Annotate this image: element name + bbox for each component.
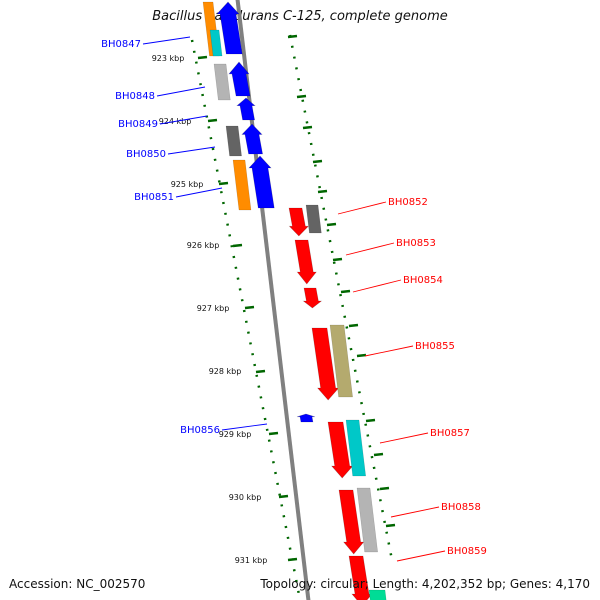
gene-label-reverse: BH0855	[415, 341, 455, 352]
grey-feature	[356, 487, 378, 553]
kbp-tick-label: 929 kbp	[219, 430, 252, 439]
right-tick-mark	[287, 34, 298, 39]
forward-gene-arrow	[236, 97, 256, 121]
dark-grey-feature	[305, 204, 322, 234]
kbp-tick-mark	[207, 118, 218, 123]
gene-label-forward: BH0856	[180, 425, 220, 436]
gene-leader-line	[396, 550, 446, 562]
gene-leader-line	[175, 187, 223, 198]
cyan-feature	[345, 419, 367, 477]
gene-leader-line	[142, 36, 191, 45]
gene-label-reverse: BH0857	[430, 428, 470, 439]
gene-label-forward: BH0849	[118, 119, 158, 130]
right-tick-mark	[332, 257, 343, 262]
dark-grey-feature	[225, 125, 242, 157]
right-tick-mark	[348, 323, 359, 328]
kbp-tick-mark	[268, 431, 279, 436]
right-tick-mark	[356, 353, 367, 358]
reverse-gene-arrow	[294, 239, 317, 285]
right-tick-mark	[317, 189, 328, 194]
kbp-tick-label: 927 kbp	[197, 304, 230, 313]
gene-label-reverse: BH0852	[388, 197, 428, 208]
kbp-tick-mark	[244, 305, 255, 310]
gene-label-forward: BH0851	[134, 192, 174, 203]
gene-leader-line	[379, 432, 429, 444]
gene-leader-line	[352, 279, 402, 293]
kbp-tick-mark	[278, 494, 289, 499]
right-tick-mark	[312, 159, 323, 164]
right-dotted-track	[288, 34, 394, 561]
gene-label-forward: BH0850	[126, 149, 166, 160]
kbp-tick-label: 925 kbp	[171, 180, 204, 189]
kbp-tick-mark	[287, 557, 298, 562]
gene-leader-line	[221, 423, 268, 431]
gene-label-reverse: BH0858	[441, 502, 481, 513]
green-feature	[368, 589, 387, 600]
right-tick-mark	[296, 94, 307, 99]
gene-label-forward: BH0848	[115, 91, 155, 102]
genome-backbone	[235, 0, 311, 600]
cyan-feature	[209, 29, 223, 57]
kbp-tick-label: 926 kbp	[187, 241, 220, 250]
gene-leader-line	[159, 115, 208, 125]
right-tick-mark	[379, 486, 390, 491]
reverse-gene-arrow	[302, 287, 323, 309]
reverse-gene-arrow	[348, 555, 373, 600]
forward-gene-arrow	[216, 1, 243, 55]
right-tick-mark	[326, 222, 337, 227]
kbp-tick-mark	[218, 181, 229, 186]
reverse-gene-arrow	[288, 207, 310, 237]
kbp-tick-mark	[232, 243, 243, 248]
kbp-tick-mark	[255, 369, 266, 374]
forward-gene-arrow	[248, 155, 275, 209]
gene-label-forward: BH0847	[101, 39, 141, 50]
forward-gene-arrow	[228, 61, 251, 97]
gene-leader-line	[167, 146, 216, 155]
accession-label: Accession: NC_002570	[9, 577, 146, 591]
gene-leader-line	[337, 201, 387, 215]
reverse-gene-arrow	[311, 327, 340, 401]
gene-leader-line	[156, 86, 206, 97]
right-tick-mark	[373, 452, 384, 457]
gene-label-reverse: BH0859	[447, 546, 487, 557]
right-tick-mark	[365, 418, 376, 423]
left-dotted-track	[190, 39, 302, 600]
gene-leader-line	[390, 506, 440, 518]
genome-summary: Topology: circular; Length: 4,202,352 bp…	[260, 577, 590, 591]
forward-gene-arrow	[296, 413, 316, 423]
gene-label-reverse: BH0854	[403, 275, 443, 286]
right-tick-mark	[340, 289, 351, 294]
gene-leader-line	[345, 242, 395, 256]
gene-label-reverse: BH0853	[396, 238, 436, 249]
kbp-tick-mark	[197, 55, 208, 60]
gene-leader-line	[364, 345, 414, 357]
right-tick-mark	[385, 523, 396, 528]
reverse-gene-arrow	[338, 489, 365, 555]
orange-feature	[232, 159, 252, 211]
kbp-tick-label: 928 kbp	[209, 367, 242, 376]
kbp-tick-label: 930 kbp	[229, 493, 262, 502]
kbp-tick-label: 923 kbp	[152, 54, 185, 63]
forward-gene-arrow	[241, 123, 263, 155]
kbp-tick-label: 931 kbp	[235, 556, 268, 565]
grey-feature	[213, 63, 231, 101]
right-tick-mark	[302, 125, 313, 130]
reverse-gene-arrow	[327, 421, 354, 479]
olive-feature	[329, 324, 353, 398]
